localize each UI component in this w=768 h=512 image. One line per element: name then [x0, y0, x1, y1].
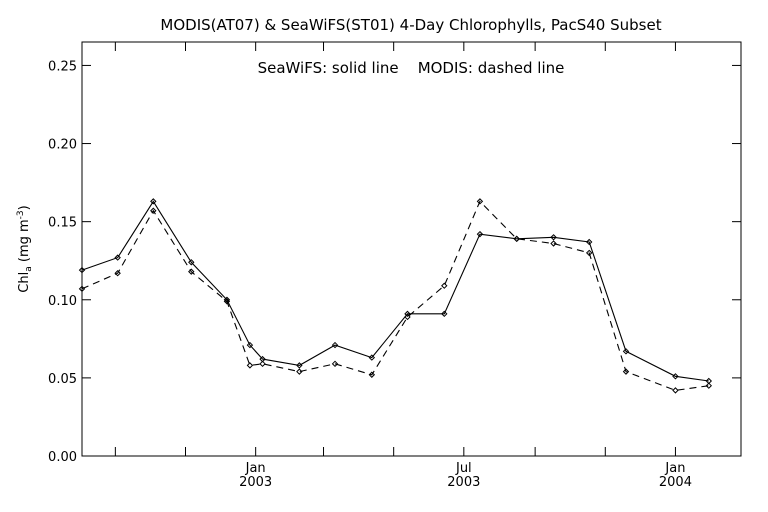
data-point-modis — [585, 249, 593, 257]
data-point-seawifs — [404, 310, 411, 318]
y-tick-label: 0.15 — [48, 216, 77, 231]
x-tick-month-label: Jul — [455, 461, 472, 476]
data-point-seawifs — [672, 373, 679, 380]
series-annotation: SeaWiFS: solid line MODIS: dashed line — [258, 59, 565, 77]
x-tick-year-label: 2004 — [659, 475, 692, 490]
data-point-modis — [672, 387, 679, 394]
data-point-modis — [296, 368, 303, 375]
y-axis-label-close: ) — [17, 205, 32, 210]
data-point-seawifs — [585, 238, 593, 246]
data-point-seawifs — [441, 310, 448, 318]
data-point-seawifs — [246, 341, 254, 349]
data-point-modis — [550, 240, 557, 247]
data-point-modis — [78, 285, 86, 293]
x-tick-year-label: 2003 — [239, 475, 272, 490]
data-point-seawifs — [188, 259, 195, 266]
plot-frame — [81, 41, 742, 457]
y-axis-label-main: Chl — [17, 272, 32, 293]
y-axis-label-unit: (mg m — [17, 219, 32, 266]
data-point-modis — [476, 198, 484, 205]
x-tick-month-label: Jan — [245, 461, 266, 476]
data-point-modis — [404, 313, 411, 321]
data-point-modis — [188, 268, 195, 275]
data-point-seawifs — [550, 234, 557, 241]
data-point-modis — [622, 368, 630, 375]
data-point-seawifs — [296, 362, 303, 369]
data-point-seawifs — [331, 341, 339, 349]
data-point-modis — [705, 382, 713, 389]
data-point-seawifs — [476, 230, 484, 238]
y-tick-label: 0.00 — [48, 450, 77, 465]
y-tick-label: 0.25 — [48, 59, 77, 74]
data-point-modis — [223, 298, 231, 305]
y-axis: 0.00 0.05 0.10 0.15 0.20 0.25 — [48, 59, 741, 465]
data-point-modis — [150, 207, 157, 214]
y-axis-label-subscript: a — [24, 266, 34, 272]
y-tick-label: 0.05 — [48, 372, 77, 387]
data-point-modis — [246, 362, 254, 369]
y-tick-label: 0.10 — [48, 294, 77, 309]
data-point-seawifs — [78, 266, 86, 274]
y-tick-label: 0.20 — [48, 138, 77, 153]
chart-title: MODIS(AT07) & SeaWiFS(ST01) 4-Day Chloro… — [160, 16, 661, 34]
data-point-seawifs — [114, 254, 121, 261]
data-point-modis — [441, 282, 448, 289]
series-layer — [78, 198, 713, 394]
data-point-seawifs — [150, 198, 157, 205]
series-line-modis — [81, 200, 709, 391]
x-tick-year-label: 2003 — [447, 475, 480, 490]
data-point-seawifs — [622, 348, 630, 355]
data-point-modis — [331, 360, 339, 368]
data-point-seawifs — [368, 354, 376, 361]
data-point-modis — [368, 371, 376, 378]
data-point-modis — [259, 360, 266, 368]
series-line-seawifs — [81, 200, 709, 382]
x-tick-month-label: Jan — [664, 461, 685, 476]
data-point-modis — [513, 235, 520, 243]
y-axis-label: Chla (mg m-3) — [16, 205, 34, 292]
data-point-modis — [114, 270, 121, 277]
y-axis-label-superscript: -3 — [16, 210, 26, 219]
